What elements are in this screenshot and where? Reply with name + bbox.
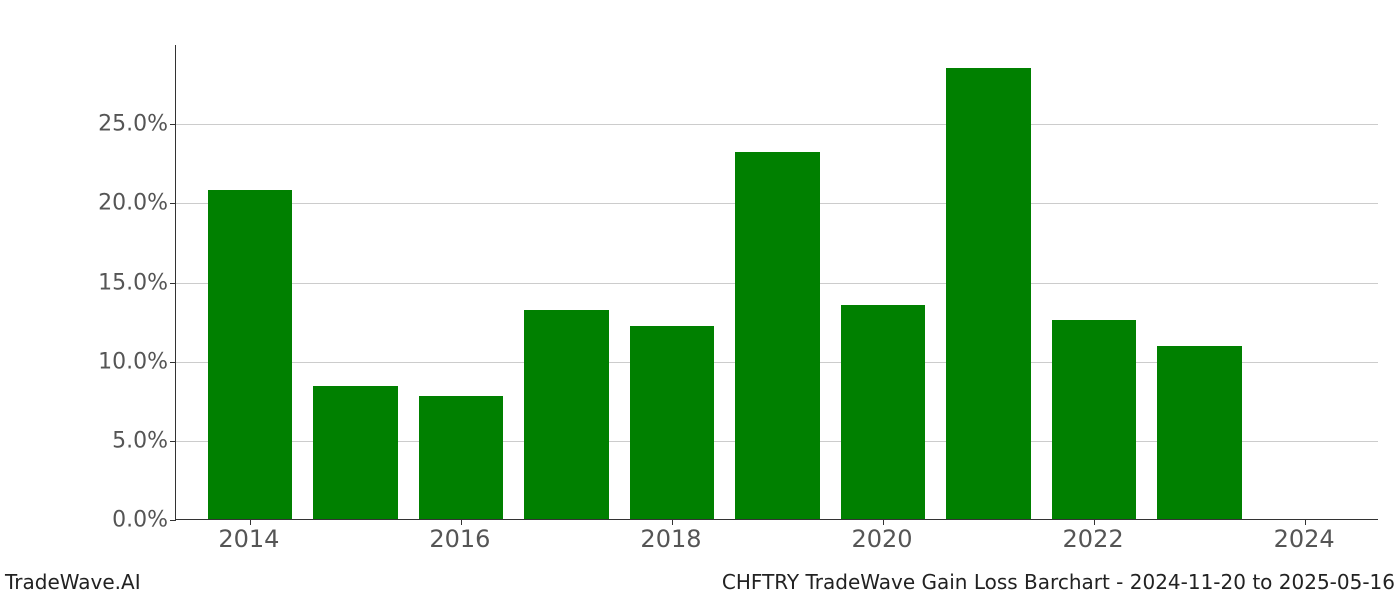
bar (1052, 320, 1136, 520)
bar (208, 190, 292, 519)
y-tick-label: 25.0% (98, 112, 168, 137)
bar (735, 152, 819, 519)
y-tick-mark (170, 441, 176, 442)
bar (630, 326, 714, 519)
y-tick-label: 15.0% (98, 270, 168, 295)
bar (419, 396, 503, 520)
x-tick-label: 2020 (851, 525, 912, 553)
y-tick-mark (170, 203, 176, 204)
bar (946, 68, 1030, 519)
x-tick-label: 2024 (1274, 525, 1335, 553)
y-tick-mark (170, 362, 176, 363)
y-tick-label: 5.0% (112, 428, 168, 453)
y-tick-mark (170, 520, 176, 521)
x-tick-label: 2022 (1063, 525, 1124, 553)
y-tick-mark (170, 283, 176, 284)
y-tick-label: 0.0% (112, 508, 168, 533)
y-tick-mark (170, 124, 176, 125)
x-tick-label: 2014 (218, 525, 279, 553)
bar (1157, 346, 1241, 519)
footer-left-text: TradeWave.AI (5, 570, 141, 594)
x-tick-label: 2016 (429, 525, 490, 553)
bar (524, 310, 608, 519)
y-tick-label: 20.0% (98, 191, 168, 216)
x-tick-label: 2018 (640, 525, 701, 553)
plot-area (175, 45, 1378, 520)
bar (841, 305, 925, 519)
footer-right-text: CHFTRY TradeWave Gain Loss Barchart - 20… (722, 570, 1395, 594)
bar (313, 386, 397, 519)
gridline (176, 124, 1378, 125)
y-tick-label: 10.0% (98, 349, 168, 374)
